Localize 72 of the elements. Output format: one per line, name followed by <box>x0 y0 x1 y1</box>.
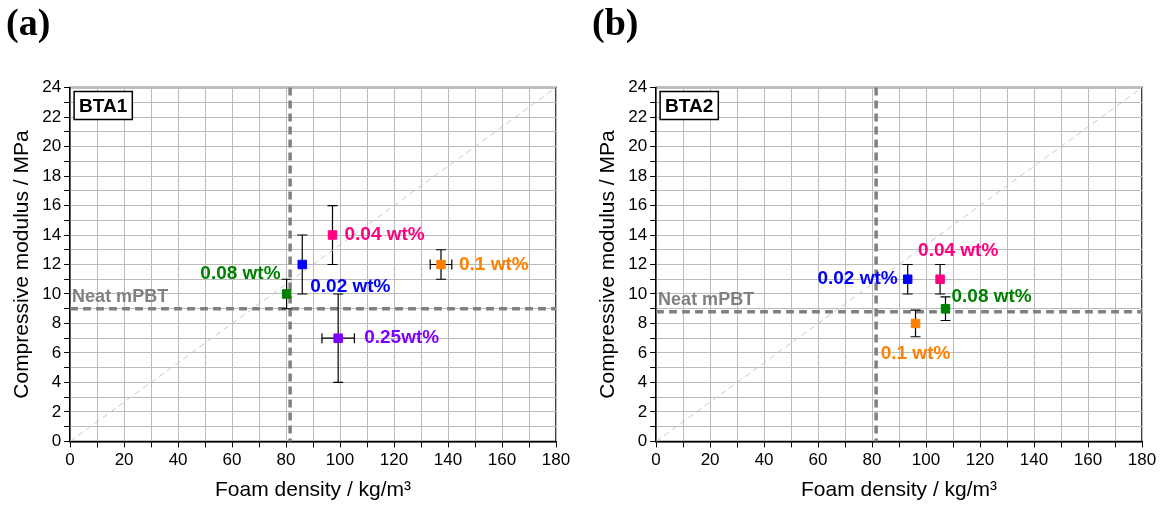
x-tick-label: 40 <box>754 450 774 470</box>
x-tick-label: 60 <box>808 450 828 470</box>
x-tick-label: 100 <box>911 450 941 470</box>
series-label: 0.04 wt% <box>344 223 425 245</box>
point <box>902 274 913 284</box>
chart-title: (b) <box>592 0 639 44</box>
series-label: 0.04 wt% <box>918 239 999 261</box>
y-tick-label: 2 <box>51 401 62 421</box>
y-tick-label: 22 <box>628 106 648 126</box>
x-tick-label: 180 <box>541 450 571 470</box>
y-tick-label: 6 <box>637 342 648 362</box>
point <box>935 274 945 284</box>
y-tick-label: 10 <box>42 283 62 303</box>
y-tick-label: 0 <box>51 431 62 451</box>
series-label: 0.02 wt% <box>310 274 391 296</box>
y-axis-title: Compressive modulus / MPa <box>595 129 619 399</box>
y-tick-label: 10 <box>628 283 648 303</box>
x-tick-label: 180 <box>1127 450 1157 470</box>
y-tick-label: 2 <box>637 401 648 421</box>
y-tick-label: 24 <box>628 77 648 97</box>
point <box>281 289 292 299</box>
y-tick-label: 20 <box>42 136 62 156</box>
annotation: BTA2 <box>665 94 714 116</box>
x-axis-title: Foam density / kg/m³ <box>801 477 998 501</box>
x-tick-label: 120 <box>965 450 995 470</box>
y-tick-label: 16 <box>628 195 648 215</box>
point <box>327 230 338 240</box>
x-tick-label: 120 <box>379 450 409 470</box>
y-tick-label: 16 <box>42 195 62 215</box>
series-label: 0.08 wt% <box>200 262 281 284</box>
x-tick-label: 20 <box>114 450 134 470</box>
x-axis-title: Foam density / kg/m³ <box>215 477 412 501</box>
ref-line-label: Neat mPBT <box>658 288 755 309</box>
y-tick-label: 14 <box>42 224 62 244</box>
series-label: 0.1 wt% <box>880 341 951 363</box>
y-tick-label: 18 <box>628 165 648 185</box>
x-tick-label: 0 <box>651 450 661 470</box>
x-tick-label: 20 <box>700 450 720 470</box>
x-tick-label: 100 <box>325 450 355 470</box>
x-tick-label: 80 <box>276 450 296 470</box>
y-tick-label: 6 <box>51 342 62 362</box>
y-tick-label: 4 <box>637 372 648 392</box>
chart-title: (a) <box>6 0 51 44</box>
x-tick-label: 160 <box>487 450 517 470</box>
y-tick-label: 20 <box>628 136 648 156</box>
series-label: 0.1 wt% <box>459 252 529 274</box>
x-tick-label: 140 <box>1019 450 1049 470</box>
y-tick-label: 22 <box>42 106 62 126</box>
y-tick-label: 18 <box>42 165 62 185</box>
ref-line-label: Neat mPBT <box>72 285 169 306</box>
point <box>940 303 951 314</box>
y-axis-title: Compressive modulus / MPa <box>9 129 33 399</box>
series-label: 0.25wt% <box>364 326 440 348</box>
y-tick-label: 24 <box>42 77 62 97</box>
point <box>910 318 921 329</box>
x-tick-label: 160 <box>1073 450 1103 470</box>
y-tick-label: 12 <box>628 254 648 274</box>
y-tick-label: 12 <box>42 254 62 274</box>
x-tick-label: 80 <box>862 450 882 470</box>
y-tick-label: 14 <box>628 224 648 244</box>
x-tick-label: 0 <box>65 450 75 470</box>
x-tick-label: 40 <box>168 450 188 470</box>
point <box>297 259 307 270</box>
series-label: 0.02 wt% <box>817 267 898 289</box>
annotation: BTA1 <box>79 94 128 116</box>
x-tick-label: 140 <box>433 450 463 470</box>
series-label: 0.08 wt% <box>951 284 1032 306</box>
y-tick-label: 4 <box>51 372 62 392</box>
x-tick-label: 60 <box>222 450 242 470</box>
y-tick-label: 8 <box>637 313 648 333</box>
y-tick-label: 8 <box>51 313 62 333</box>
y-tick-label: 0 <box>637 431 648 451</box>
